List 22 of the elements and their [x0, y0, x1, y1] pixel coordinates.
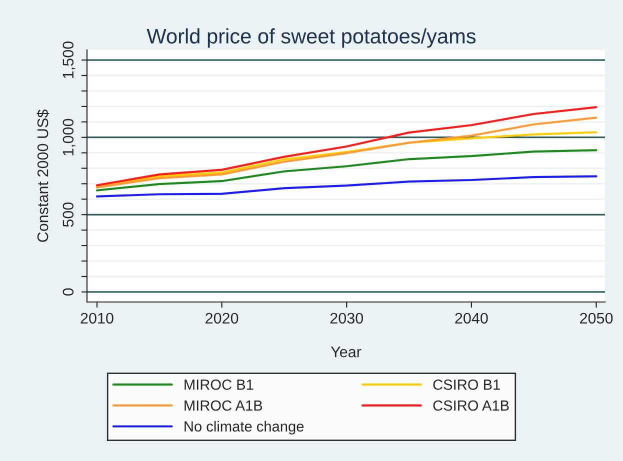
y-axis-title: Constant 2000 US$ — [36, 110, 50, 242]
legend-label: MIROC A1B — [184, 400, 262, 411]
line-series — [96, 149, 598, 192]
line-series — [96, 175, 598, 198]
x-axis-title: Year — [330, 346, 362, 358]
line-series — [96, 131, 598, 188]
x-tick-label: 2040 — [455, 312, 488, 324]
y-tick-label: 0 — [62, 288, 74, 296]
x-tick-label: 2020 — [206, 312, 238, 324]
legend-label: No climate change — [184, 420, 304, 434]
x-tick-label: 2030 — [330, 312, 364, 324]
y-tick-label: 500 — [62, 202, 74, 227]
line-series — [96, 116, 598, 188]
line-series — [96, 106, 598, 186]
legend-label: CSIRO B1 — [433, 380, 500, 390]
legend-label: MIROC B1 — [184, 380, 254, 390]
legend-label: CSIRO A1B — [433, 400, 509, 411]
x-tick-label: 2050 — [580, 312, 613, 324]
x-tick-label: 2010 — [80, 312, 114, 324]
y-tick-label: 1,500 — [62, 42, 76, 78]
chart-title: World price of sweet potatoes/yams — [146, 28, 476, 48]
y-tick-label: 1,000 — [62, 118, 76, 156]
